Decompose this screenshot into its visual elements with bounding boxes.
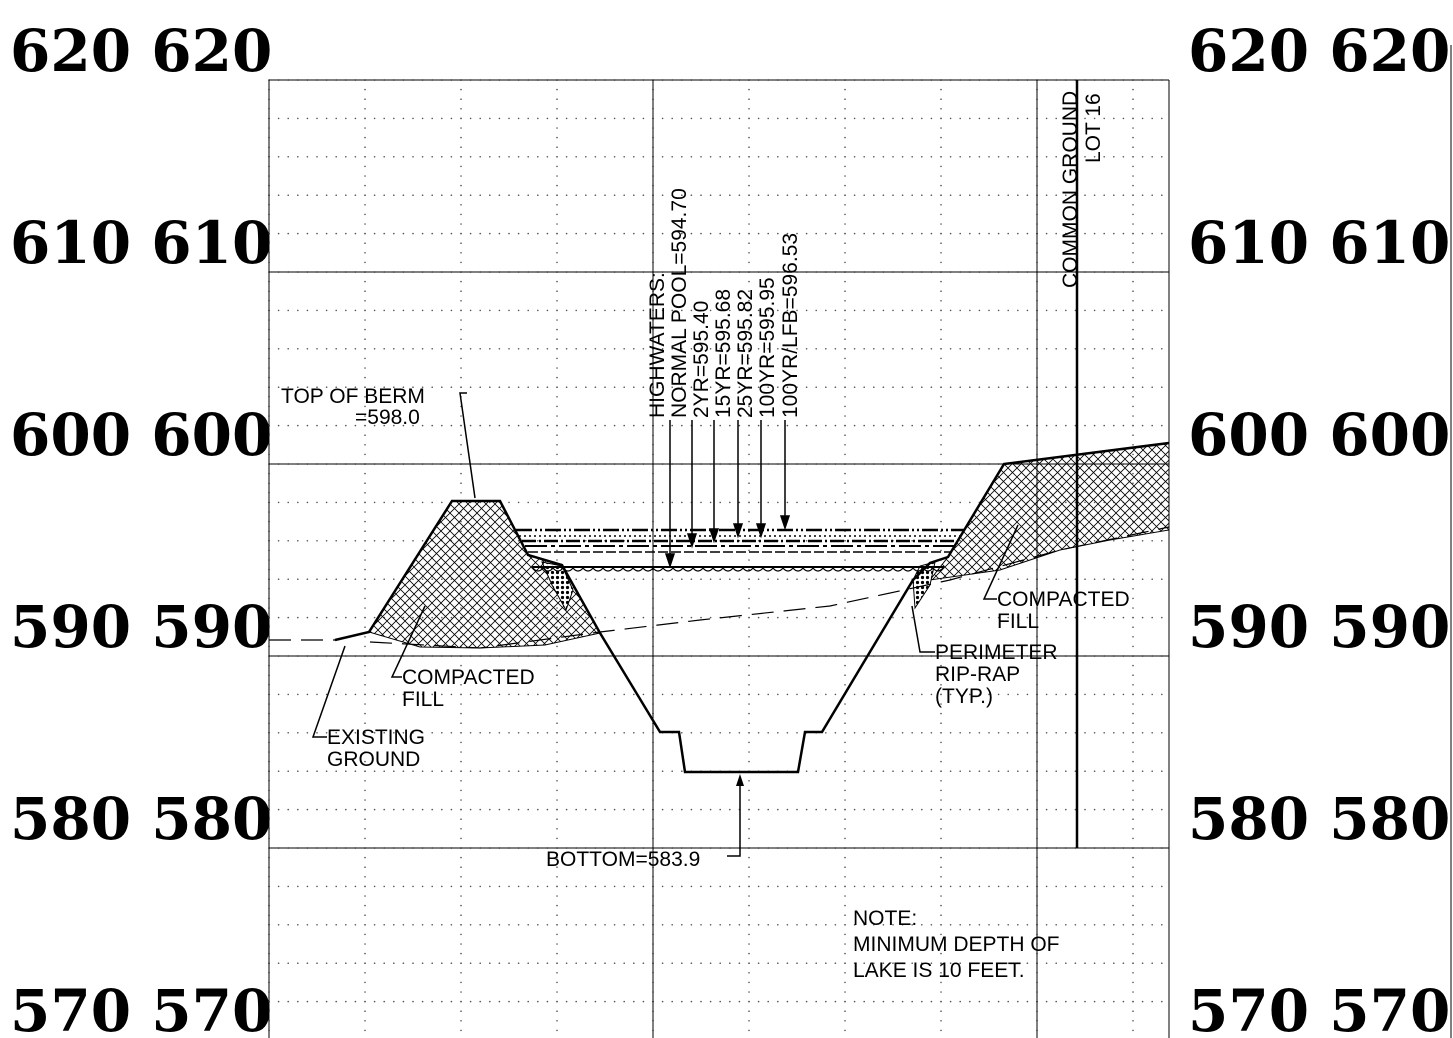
normal-pool-waterline [532, 567, 944, 572]
2yr-label: 2YR=595.40 [690, 301, 713, 418]
25yr-label: 25YR=595.82 [734, 289, 757, 418]
left-elevation-labels: 620 620 610 610 600 600 590 590 580 580 … [10, 17, 272, 1038]
right-elevation-570: 570 570 [1188, 977, 1450, 1038]
100yr-lfb-label: 100YR/LFB=596.53 [779, 233, 802, 418]
lake-section-profile [334, 441, 1170, 774]
right-elevation-600: 600 600 [1188, 401, 1450, 469]
right-elevation-610: 610 610 [1188, 209, 1450, 277]
high-water-lines [516, 528, 965, 572]
bottom-elevation-label: BOTTOM=583.9 [546, 848, 700, 871]
right-elevation-labels: 620 620 610 610 600 600 590 590 580 580 … [1188, 17, 1450, 1038]
compacted-fill-right-leader [982, 524, 1019, 600]
grid-frame [268, 45, 1452, 1038]
perimeter-riprap-leader [911, 605, 935, 653]
right-elevation-590: 590 590 [1188, 593, 1450, 661]
bottom-leader [727, 780, 741, 857]
highwaters-label-group: HIGHWATERS: NORMAL POOL=594.70 2YR=595.4… [646, 188, 802, 418]
existing-ground-leader [311, 645, 346, 738]
existing-ground-label: EXISTING GROUND [327, 726, 431, 771]
depth-note: NOTE: MINIMUM DEPTH OF LAKE IS 10 FEET. [853, 907, 1065, 982]
normal-pool-label: NORMAL POOL=594.70 [668, 188, 691, 418]
right-elevation-580: 580 580 [1188, 785, 1450, 853]
100yr-label: 100YR=595.95 [756, 277, 779, 418]
highwaters-heading: HIGHWATERS: [646, 272, 669, 418]
bottom-leader-arrowhead [736, 774, 744, 786]
left-elevation-590: 590 590 [10, 593, 272, 661]
left-elevation-600: 600 600 [10, 401, 272, 469]
15yr-label: 15YR=595.68 [712, 289, 735, 418]
perimeter-riprap-label: PERIMETER RIP-RAP (TYP.) [935, 641, 1063, 708]
left-elevation-580: 580 580 [10, 785, 272, 853]
compacted-fill-right-label: COMPACTED FILL [997, 588, 1135, 633]
left-elevation-620: 620 620 [10, 17, 272, 85]
left-elevation-610: 610 610 [10, 209, 272, 277]
highwater-leader-arrows [664, 420, 791, 569]
top-of-berm-leader [459, 392, 476, 499]
common-ground-label: COMMON GROUND [1059, 91, 1082, 288]
right-elevation-620: 620 620 [1188, 17, 1450, 85]
compacted-fill-left-label: COMPACTED FILL [402, 666, 540, 711]
compacted-fill-left-leader [390, 605, 426, 678]
lot-16-label: LOT 16 [1082, 93, 1105, 163]
top-of-berm-label: TOP OF BERM =598.0 [281, 385, 431, 429]
left-riprap [541, 561, 574, 612]
left-elevation-570: 570 570 [10, 977, 272, 1038]
